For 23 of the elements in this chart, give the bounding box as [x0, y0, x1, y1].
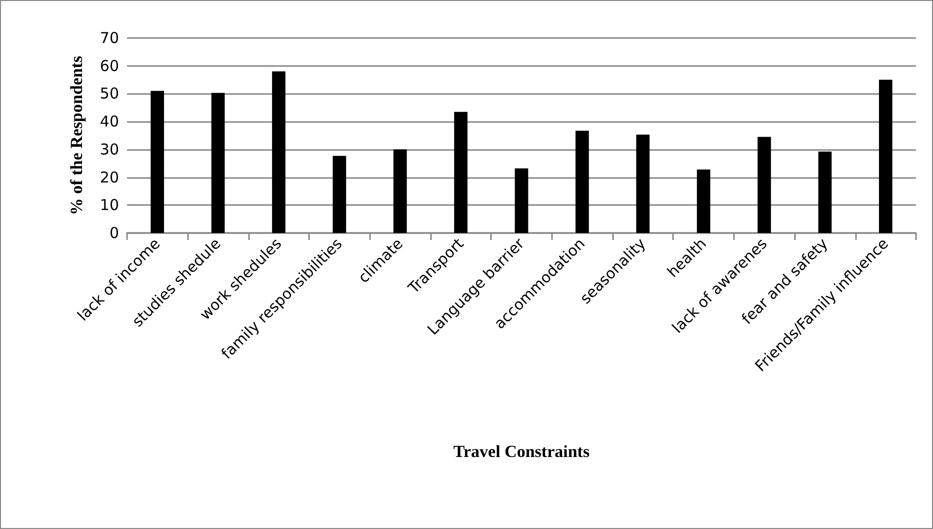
- y-tick-label: 50: [100, 84, 119, 103]
- bar: [514, 168, 528, 233]
- bar: [636, 134, 650, 233]
- bar: [576, 130, 589, 233]
- y-tick-label: 60: [100, 56, 119, 75]
- bar: [454, 112, 468, 233]
- y-tick-label: 70: [100, 29, 119, 47]
- y-tick-label: 30: [100, 140, 119, 158]
- bar: [818, 152, 832, 233]
- bar: [332, 156, 346, 233]
- bar: [878, 80, 892, 233]
- y-tick-label: 10: [100, 196, 119, 214]
- y-tick-label: 0: [109, 224, 119, 242]
- bar: [393, 149, 407, 233]
- bar: [758, 136, 771, 233]
- bar: [696, 169, 710, 233]
- x-axis-title: Travel Constraints: [453, 442, 590, 461]
- bar: [150, 90, 164, 233]
- bar: [211, 92, 225, 233]
- bar: [272, 71, 286, 233]
- y-tick-label: 40: [100, 112, 119, 131]
- y-tick-label: 20: [100, 168, 119, 186]
- y-axis-title: % of the Respondents: [67, 56, 86, 216]
